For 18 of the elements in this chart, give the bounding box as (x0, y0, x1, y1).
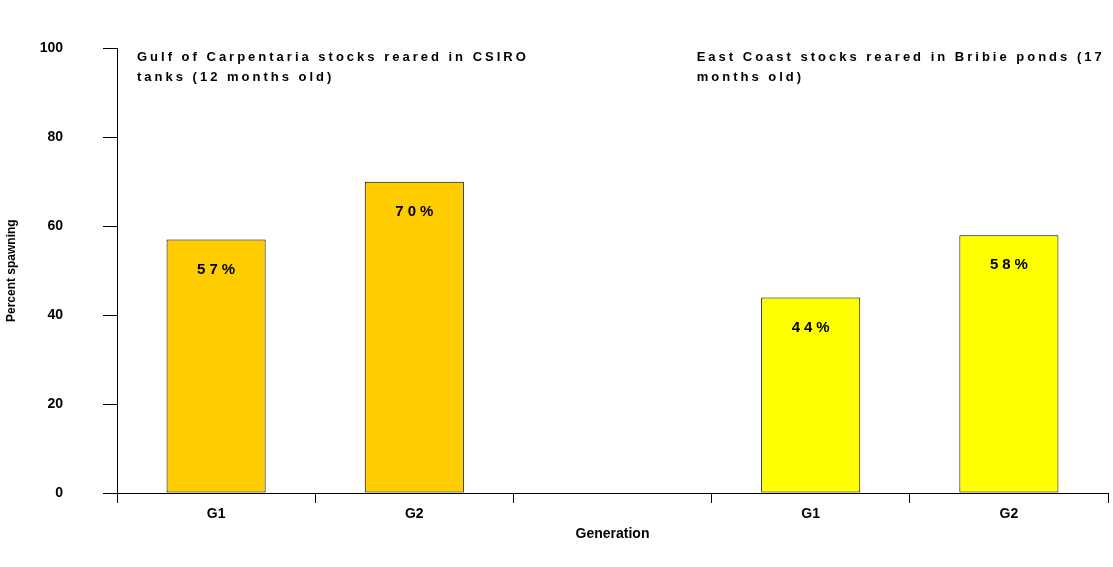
y-tick-label: 40 (47, 306, 64, 323)
y-tick-label: 100 (39, 39, 64, 56)
data-label: 57% (197, 259, 240, 277)
annotation: East Coast stocks reared in Bribie ponds (17 months old) (696, 49, 1105, 85)
x-tick-label: G1 (801, 505, 821, 522)
x-axis-title: Generation (575, 525, 650, 542)
data-label: 70% (395, 201, 438, 219)
data-label: 58% (989, 255, 1032, 273)
y-axis-title: Percent spawning (3, 219, 18, 323)
annotation: Gulf of Carpentaria stocks reared in CSIRO tanks (12 months old) (137, 49, 529, 85)
x-tick-label: G2 (999, 505, 1019, 522)
y-tick-label: 0 (55, 483, 64, 500)
x-tick-label: G1 (206, 505, 226, 522)
y-tick-label: 60 (47, 217, 64, 234)
x-tick-label: G2 (404, 505, 424, 522)
y-tick-label: 80 (47, 128, 64, 145)
y-tick-label: 20 (47, 394, 64, 411)
data-label: 44% (791, 317, 834, 335)
